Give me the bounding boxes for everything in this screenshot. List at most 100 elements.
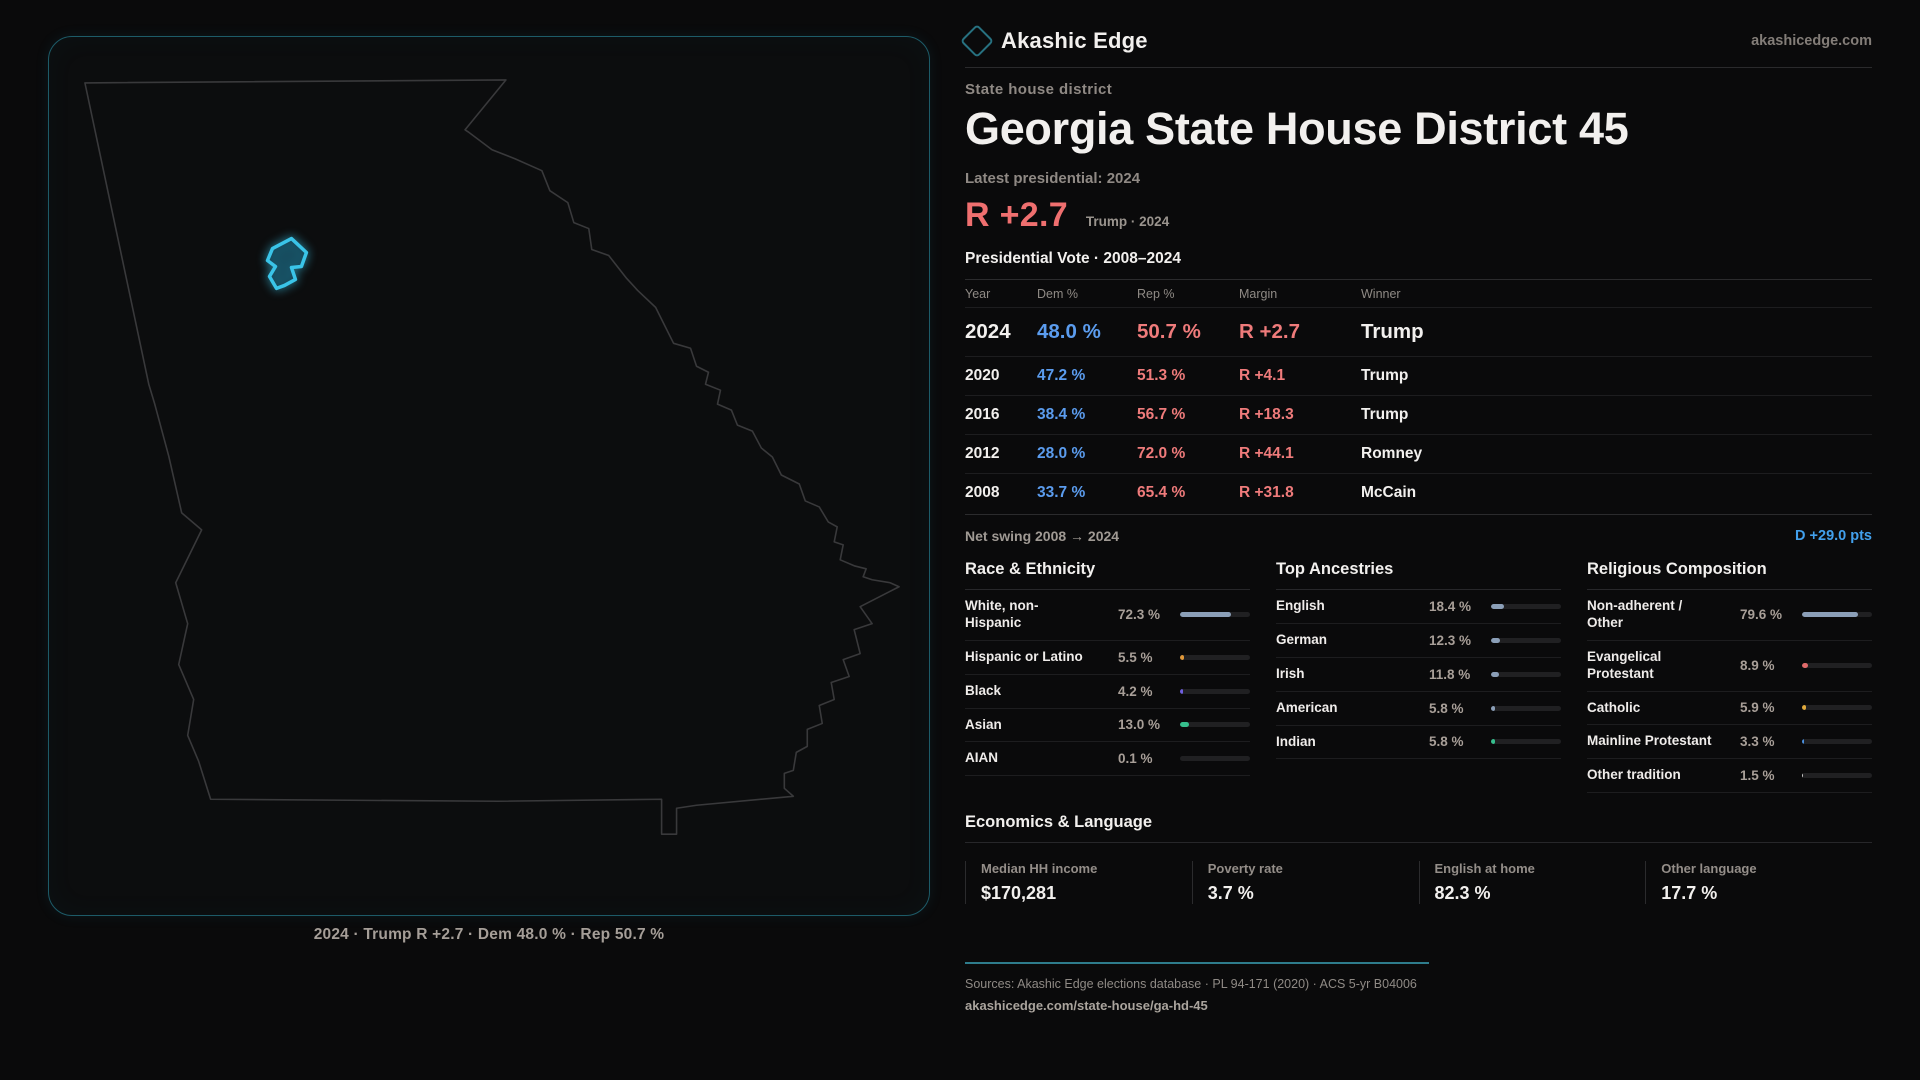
- item-label: Indian: [1276, 733, 1316, 749]
- bar-track: [1491, 603, 1561, 609]
- table-row: 2016 38.4 % 56.7 % R +18.3 Trump: [965, 395, 1872, 434]
- religion-section: Religious Composition Non-adherent / Oth…: [1587, 560, 1872, 794]
- brand: Akashic Edge: [960, 24, 1148, 58]
- district-map-panel: [48, 36, 930, 916]
- table-header-row: Year Dem % Rep % Margin Winner: [965, 280, 1872, 307]
- economics-section-title: Economics & Language: [965, 813, 1872, 844]
- cell-winner: Trump: [1361, 406, 1409, 423]
- bar-track: [1802, 612, 1872, 618]
- item-label: Irish: [1276, 665, 1305, 681]
- detail-panel: Akashic Edge akashicedge.com State house…: [960, 0, 1872, 1080]
- item-value: 1.5 %: [1740, 768, 1775, 784]
- demographics-columns: Race & Ethnicity White, non- Hispanic 72…: [965, 560, 1872, 794]
- list-item: Asian 13.0 %: [965, 709, 1250, 743]
- cell-margin: R +4.1: [1239, 367, 1286, 384]
- item-label: English: [1276, 598, 1325, 613]
- stat-label: Other language: [1661, 861, 1757, 877]
- bar-fill: [1802, 773, 1804, 779]
- item-value: 4.2 %: [1118, 683, 1153, 699]
- race-ethnicity-section: Race & Ethnicity White, non- Hispanic 72…: [965, 560, 1250, 793]
- item-value: 11.8 %: [1429, 666, 1471, 682]
- cell-year: 2024: [965, 320, 1011, 343]
- bar-track: [1802, 663, 1872, 669]
- cell-margin: R +44.1: [1239, 445, 1294, 462]
- cell-year: 2012: [965, 445, 1000, 462]
- cell-margin: R +31.8: [1239, 484, 1294, 501]
- stat-english-at-home: English at home 82.3 %: [1418, 861, 1646, 905]
- item-label: White, non- Hispanic: [965, 598, 1039, 630]
- net-swing-row: Net swing 2008 → 2024 D +29.0 pts: [965, 514, 1872, 556]
- item-label: Black: [965, 682, 1002, 698]
- bar-fill: [1491, 671, 1500, 677]
- latest-margin-sub: Trump · 2024: [1085, 214, 1170, 229]
- footer-divider: [965, 962, 1429, 965]
- item-label: Hispanic or Latino: [965, 648, 1083, 664]
- brand-name: Akashic Edge: [1001, 28, 1148, 53]
- stat-value: 17.7 %: [1661, 883, 1718, 904]
- stat-label: Poverty rate: [1207, 861, 1283, 877]
- list-item: Black 4.2 %: [965, 675, 1250, 709]
- latest-presidential-label: Latest presidential: 2024: [965, 170, 1141, 187]
- col-header-dem: Dem %: [1037, 287, 1078, 301]
- item-value: 5.8 %: [1429, 700, 1464, 716]
- item-label: German: [1276, 631, 1328, 647]
- item-value: 18.4 %: [1429, 598, 1472, 614]
- item-value: 12.3 %: [1429, 632, 1472, 648]
- vote-table-title: Presidential Vote · 2008–2024: [965, 250, 1181, 267]
- footer-url-link[interactable]: akashicedge.com/state-house/ga-hd-45: [965, 998, 1208, 1014]
- bar-track: [1180, 688, 1250, 694]
- section-title: Race & Ethnicity: [965, 560, 1250, 590]
- district-45-shape[interactable]: [265, 236, 309, 291]
- sources-text: Sources: Akashic Edge elections database…: [965, 977, 1417, 992]
- cell-year: 2020: [965, 367, 1000, 384]
- bar-track: [1491, 739, 1561, 745]
- district-kicker: State house district: [965, 81, 1113, 98]
- cell-rep: 50.7 %: [1137, 320, 1201, 343]
- cell-dem: 47.2 %: [1037, 367, 1086, 384]
- col-header-year: Year: [965, 287, 991, 301]
- item-value: 5.9 %: [1740, 700, 1775, 716]
- bar-fill: [1491, 739, 1496, 745]
- bar-fill: [1802, 739, 1805, 745]
- item-value: 0.1 %: [1118, 751, 1153, 767]
- col-header-margin: Margin: [1239, 287, 1278, 301]
- georgia-map: [84, 79, 900, 835]
- map-caption: 2024 · Trump R +2.7 · Dem 48.0 % · Rep 5…: [313, 926, 665, 943]
- item-label: Other tradition: [1587, 767, 1681, 783]
- cell-winner: McCain: [1361, 484, 1417, 501]
- list-item: English 18.4 %: [1276, 590, 1561, 624]
- item-label: Asian: [965, 716, 1002, 732]
- list-item: Catholic 5.9 %: [1587, 692, 1872, 726]
- site-link[interactable]: akashicedge.com: [1751, 33, 1872, 49]
- bar-track: [1802, 739, 1872, 745]
- col-header-winner: Winner: [1361, 287, 1401, 301]
- list-item: American 5.8 %: [1276, 692, 1561, 726]
- list-item: Evangelical Protestant 8.9 %: [1587, 641, 1872, 692]
- bar-fill: [1491, 637, 1500, 643]
- table-row: 2020 47.2 % 51.3 % R +4.1 Trump: [965, 356, 1872, 395]
- bar-track: [1180, 612, 1250, 618]
- cell-margin: R +18.3: [1239, 406, 1294, 423]
- bar-track: [1802, 773, 1872, 779]
- stat-value: 3.7 %: [1207, 883, 1254, 904]
- cell-rep: 65.4 %: [1137, 484, 1186, 501]
- list-item: Irish 11.8 %: [1276, 658, 1561, 692]
- bar-fill: [1180, 612, 1231, 618]
- cell-dem: 38.4 %: [1037, 406, 1086, 423]
- ancestries-section: Top Ancestries English 18.4 % German 12.…: [1276, 560, 1561, 793]
- latest-margin-row: R +2.7 Trump · 2024: [965, 196, 1872, 235]
- bar-track: [1491, 671, 1561, 677]
- table-row: 2012 28.0 % 72.0 % R +44.1 Romney: [965, 434, 1872, 473]
- stat-label: English at home: [1434, 861, 1535, 877]
- economics-stats: Median HH income $170,281 Poverty rate 3…: [965, 861, 1872, 905]
- latest-margin-value: R +2.7: [965, 196, 1068, 234]
- list-item: White, non- Hispanic 72.3 %: [965, 590, 1250, 641]
- stat-label: Median HH income: [981, 861, 1098, 877]
- table-row: 2008 33.7 % 65.4 % R +31.8 McCain: [965, 473, 1872, 512]
- item-value: 72.3 %: [1118, 607, 1161, 623]
- cell-rep: 51.3 %: [1137, 367, 1186, 384]
- cell-dem: 28.0 %: [1037, 445, 1086, 462]
- bar-fill: [1491, 705, 1496, 711]
- header-divider: [965, 67, 1872, 68]
- cell-rep: 56.7 %: [1137, 406, 1186, 423]
